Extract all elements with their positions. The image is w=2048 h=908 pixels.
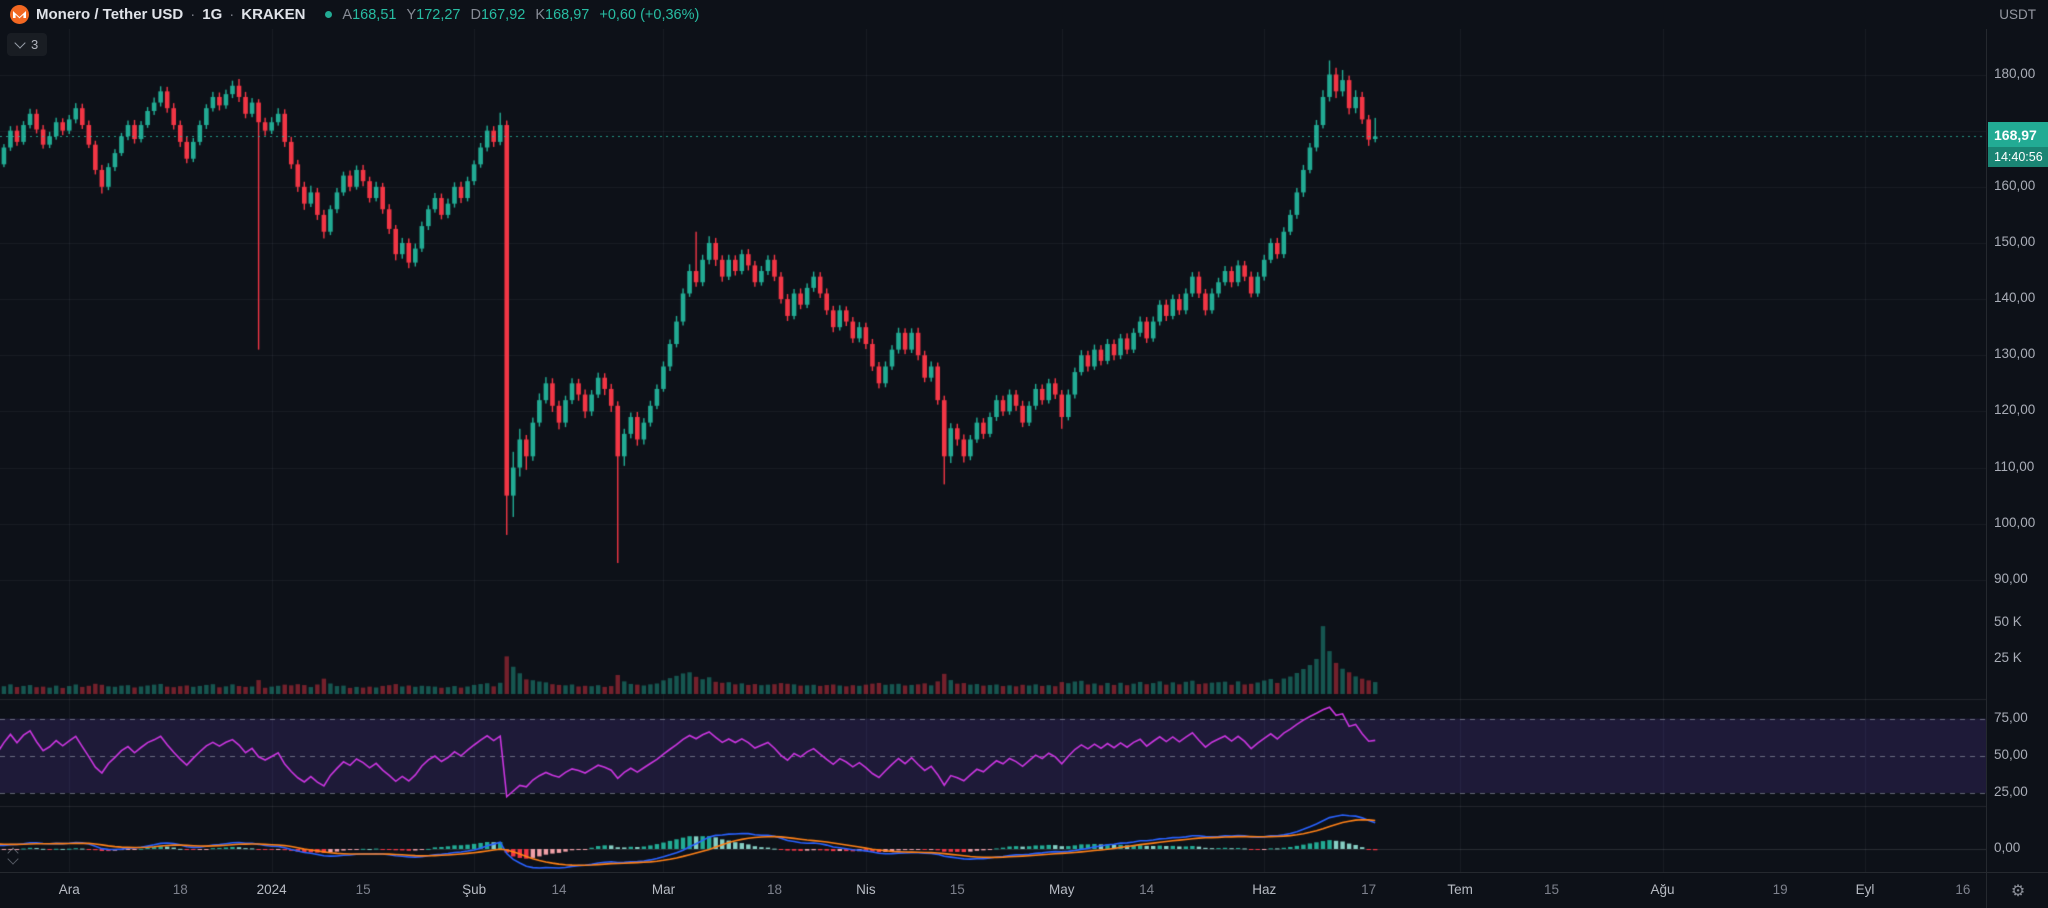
axis-corner: ⚙ [1986, 873, 2048, 908]
high-value: 172,27 [416, 6, 461, 23]
time-axis-label: 19 [1772, 882, 1788, 897]
open-label: A [342, 6, 353, 23]
time-axis-label: 14 [1139, 882, 1155, 897]
last-price-badge: 168,97 [1988, 122, 2048, 147]
volume-axis-label: 25 K [1994, 649, 2022, 665]
time-axis-label: 18 [766, 882, 782, 897]
time-scale[interactable]: ⚙ Ara 18 2024 15 Şub 14 Mar 18 Nis 15 May 14 Haz 17 Te… [0, 872, 2048, 908]
time-axis-label: 15 [1544, 882, 1560, 897]
volume-axis-label: 50 K [1994, 614, 2022, 629]
open-value: 168,51 [352, 6, 397, 23]
time-axis-label: Ara [58, 882, 80, 897]
ohlc-legend: A 168,51 Y 172,27 D 167,92 K 168,97 +0,60 (+… [342, 7, 709, 23]
price-axis-label: 150,00 [1994, 233, 2036, 249]
symbol-timeframe: 1G [202, 6, 223, 23]
close-value: 168,97 [545, 6, 590, 23]
time-axis-label: 18 [172, 882, 188, 897]
price-axis-label: 110,00 [1994, 458, 2035, 474]
candlestick-chart-canvas[interactable] [0, 29, 1986, 872]
price-axis-label: 180,00 [1994, 65, 2036, 81]
time-axis-label: Şub [462, 882, 487, 897]
indicator-count: 3 [31, 37, 39, 52]
price-axis-label: 130,00 [1994, 346, 2036, 362]
macd-axis-label: 0,00 [1994, 840, 2021, 855]
indicators-collapse-chip[interactable]: 3 [7, 33, 48, 56]
price-axis-label: 100,00 [1994, 514, 2036, 530]
change-value: +0,60 (+0,36%) [599, 6, 700, 23]
time-axis-label: Haz [1252, 882, 1277, 897]
symbol-name: Monero / Tether USD [36, 6, 184, 23]
bar-countdown: 14:40:56 [1988, 147, 2048, 167]
time-axis-label: Eyl [1855, 882, 1875, 897]
rsi-axis-label: 75,00 [1994, 709, 2028, 725]
time-axis-label: 14 [551, 882, 567, 897]
market-status-icon [325, 11, 333, 18]
symbol-title[interactable]: Monero / Tether USD · 1G · KRAKEN [10, 5, 305, 24]
symbol-exchange: KRAKEN [241, 6, 306, 23]
separator-dot: · [229, 6, 235, 23]
time-axis-label: Tem [1447, 882, 1473, 897]
price-axis-label: 120,00 [1994, 402, 2036, 418]
low-label: D [470, 6, 481, 23]
monero-logo-icon [10, 5, 29, 24]
price-scale[interactable]: 168,97 14:40:56 180,00 160,00 150,00 140,00… [1986, 29, 2048, 872]
chart-toolbar: Monero / Tether USD · 1G · KRAKEN A 168,5… [0, 0, 2048, 29]
time-axis-label: 2024 [256, 882, 287, 897]
close-label: K [535, 6, 545, 23]
price-scale-currency-button[interactable]: USDT [1999, 7, 2036, 22]
price-axis-label: 140,00 [1994, 290, 2036, 306]
low-value: 167,92 [480, 6, 526, 23]
time-axis-label: 15 [949, 882, 965, 897]
price-axis-label: 90,00 [1994, 570, 2028, 586]
pane-resize-icon[interactable] [7, 846, 19, 865]
time-axis-label: Nis [856, 882, 876, 897]
rsi-axis-label: 50,00 [1994, 746, 2028, 762]
time-axis-label: 16 [1955, 882, 1971, 897]
rsi-axis-label: 25,00 [1994, 784, 2028, 800]
gear-icon[interactable]: ⚙ [2010, 883, 2026, 900]
time-axis-label: May [1049, 882, 1075, 897]
price-axis-label: 160,00 [1994, 177, 2036, 193]
time-axis-label: 17 [1361, 882, 1377, 897]
separator-dot: · [190, 6, 196, 23]
time-axis-label: Ağu [1650, 882, 1675, 897]
high-label: Y [406, 6, 417, 23]
time-axis-label: Mar [651, 882, 676, 897]
chevron-down-icon [14, 37, 26, 49]
time-axis-label: 15 [355, 882, 371, 897]
